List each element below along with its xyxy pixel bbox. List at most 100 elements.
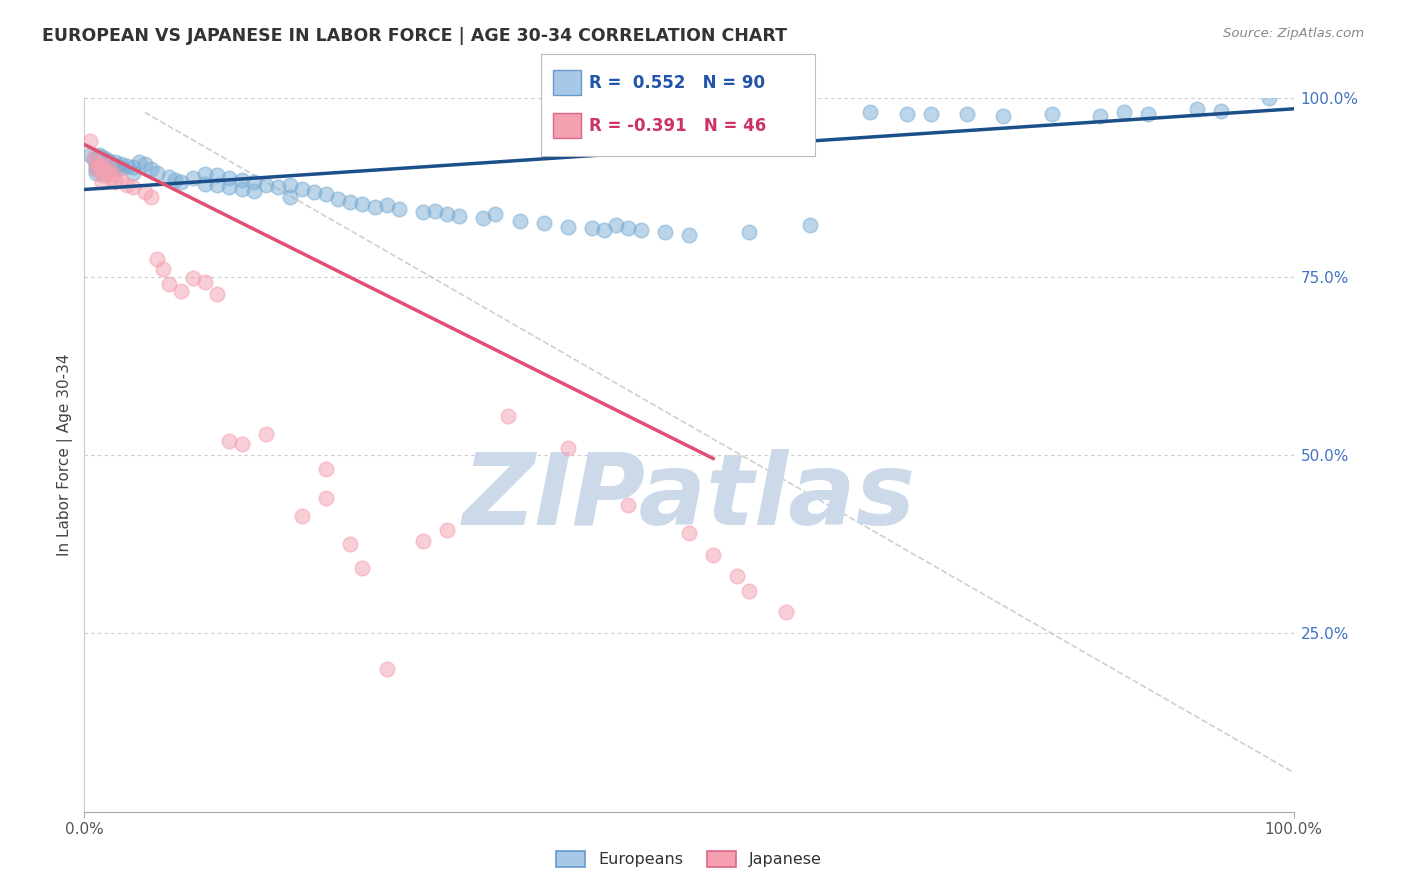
Point [100,171,122,186]
Point [86,159,108,173]
Point [194,275,217,289]
Point [97,166,120,180]
Point [107,159,129,173]
Point [79,134,101,148]
Point [86,155,108,169]
Y-axis label: In Labor Force | Age 30-34: In Labor Force | Age 30-34 [58,353,73,557]
Legend: Europeans, Japanese: Europeans, Japanese [548,843,830,875]
Point [738,583,761,598]
Point [157,277,180,291]
Text: EUROPEAN VS JAPANESE IN LABOR FORCE | AGE 30-34 CORRELATION CHART: EUROPEAN VS JAPANESE IN LABOR FORCE | AG… [42,27,787,45]
Point [91,168,114,182]
Point [1114,105,1136,120]
Point [83,150,105,164]
Point [89,153,111,168]
Point [605,218,627,232]
Point [110,173,132,187]
Point [194,168,217,182]
Point [291,182,314,196]
Point [593,223,616,237]
Point [170,175,193,189]
Point [91,157,114,171]
Point [436,523,458,537]
Point [267,180,290,194]
Point [375,198,398,212]
Point [91,159,114,173]
Point [449,209,471,223]
Point [533,216,555,230]
Point [339,194,361,209]
Point [291,508,314,523]
Point [328,193,350,207]
Point [218,180,240,194]
Point [134,186,156,200]
Point [104,155,127,169]
Point [146,252,169,266]
Point [218,171,240,186]
Point [1258,91,1281,105]
Point [87,159,110,173]
Point [231,182,253,196]
Point [557,219,579,234]
Point [472,211,495,225]
Point [86,166,108,180]
Point [738,225,761,239]
Point [254,178,277,193]
Point [100,161,122,175]
Point [581,221,603,235]
Point [278,189,301,203]
Point [94,164,117,178]
Point [86,155,108,169]
Point [157,169,180,184]
Point [1088,109,1111,123]
Point [94,152,117,166]
Point [654,225,676,239]
Point [128,155,150,169]
Point [388,202,411,216]
Point [920,107,942,121]
Point [352,196,374,211]
Point [231,173,253,187]
Point [134,157,156,171]
Point [218,434,240,448]
Point [94,157,117,171]
Point [678,526,700,541]
Point [339,537,361,551]
Point [100,157,122,171]
Point [993,109,1015,123]
Point [91,162,114,177]
Point [91,150,114,164]
Point [87,148,110,162]
Point [115,159,138,173]
Text: R =  0.552   N = 90: R = 0.552 N = 90 [589,73,765,92]
Point [207,168,229,182]
Point [91,162,114,177]
Point [436,207,458,221]
Point [678,228,700,243]
Point [86,162,108,177]
Point [1040,107,1063,121]
Point [104,162,127,177]
Point [702,548,724,562]
Point [121,166,143,180]
Point [412,533,434,548]
Point [110,161,132,175]
Point [725,569,748,583]
Point [1185,102,1208,116]
Point [242,184,264,198]
Point [859,105,882,120]
Text: ZIPatlas: ZIPatlas [463,450,915,546]
Point [104,159,127,173]
Point [557,441,579,455]
Point [617,498,640,512]
Point [97,153,120,168]
Point [315,491,337,505]
Point [775,605,797,619]
Point [121,161,143,175]
Point [83,152,105,166]
Point [115,178,138,193]
Point [146,166,169,180]
Point [165,173,187,187]
Text: R = -0.391   N = 46: R = -0.391 N = 46 [589,117,766,135]
Point [1209,103,1232,118]
